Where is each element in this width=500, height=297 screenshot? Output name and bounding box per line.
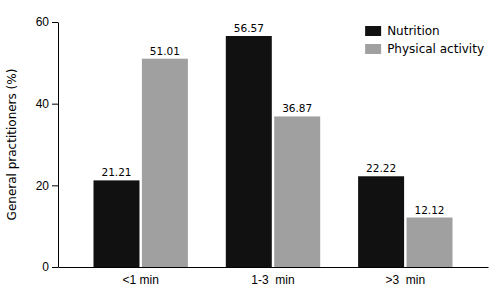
- legend-item: Physical activity: [365, 42, 484, 56]
- bar: [93, 180, 139, 267]
- y-axis-title: General practitioners (%): [5, 69, 19, 221]
- x-axis-line: [59, 267, 489, 268]
- x-axis: <1 min 1-3 min >3 min: [59, 268, 489, 287]
- y-tick-label: 40: [36, 97, 50, 111]
- x-tick-label: 1-3 min: [251, 273, 294, 287]
- y-tick-mark: [52, 185, 58, 186]
- y-tick-label: 60: [36, 15, 50, 29]
- data-label: 36.87: [282, 102, 312, 114]
- y-tick: 0: [42, 260, 58, 274]
- x-tick: >3 min: [385, 273, 425, 287]
- x-tick: <1 min: [123, 273, 159, 287]
- data-label: 56.57: [234, 22, 264, 34]
- legend: Nutrition Physical activity: [365, 24, 484, 56]
- x-tick: 1-3 min: [251, 273, 294, 287]
- legend-label: Nutrition: [387, 24, 440, 38]
- y-tick-label: 0: [42, 260, 49, 274]
- chart: 21.21 56.57 22.22 51.01 36.87 12.12 <1 min 1-3 …: [0, 0, 500, 297]
- y-tick: 40: [36, 97, 58, 111]
- data-label: 21.21: [101, 166, 131, 178]
- y-tick-mark: [52, 104, 58, 105]
- x-tick-label: >3 min: [385, 273, 425, 287]
- y-tick-label: 20: [36, 179, 50, 193]
- bar: [358, 176, 404, 267]
- x-tick-label: <1 min: [123, 273, 159, 287]
- plot: 21.21 56.57 22.22 51.01 36.87 12.12 <1 min 1-3 …: [36, 15, 489, 286]
- y-tick: 60: [36, 15, 58, 29]
- data-label: 51.01: [150, 45, 180, 57]
- y-axis-line: [58, 23, 59, 268]
- bars: [93, 36, 452, 267]
- bar: [226, 36, 272, 267]
- legend-label: Physical activity: [387, 42, 484, 56]
- y-tick-mark: [52, 267, 58, 268]
- y-tick: 20: [36, 179, 58, 193]
- data-label: 12.12: [414, 204, 444, 216]
- data-label: 22.22: [366, 162, 396, 174]
- bar: [142, 59, 188, 267]
- bar: [274, 116, 320, 267]
- y-axis: 0 20 40 60: [36, 15, 59, 274]
- legend-item: Nutrition: [365, 24, 440, 38]
- legend-swatch: [365, 26, 381, 36]
- y-tick-mark: [52, 22, 58, 23]
- bar: [407, 218, 453, 267]
- legend-swatch: [365, 44, 381, 54]
